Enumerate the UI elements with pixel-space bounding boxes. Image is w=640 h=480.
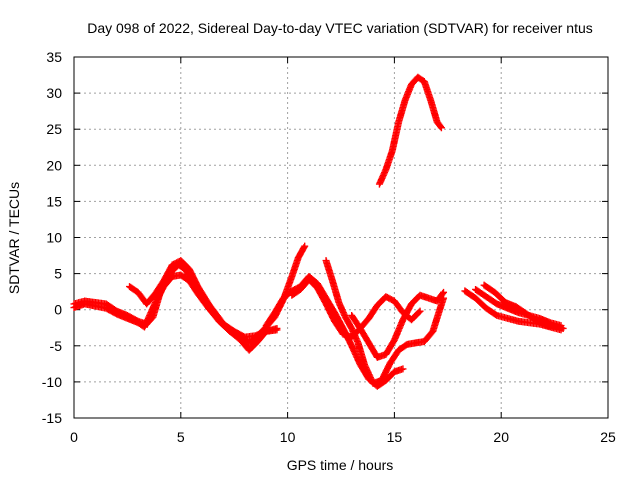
data-series-8 bbox=[375, 73, 445, 188]
y-tick-labels: -15 -10 -5 0 5 10 15 20 25 30 35 bbox=[42, 49, 62, 426]
grid-lines bbox=[74, 57, 608, 418]
data-point bbox=[437, 124, 445, 132]
data-point bbox=[300, 243, 308, 251]
data-series-11 bbox=[480, 281, 567, 332]
data-point bbox=[415, 308, 423, 316]
data-point bbox=[416, 307, 424, 315]
y-tick-label: 15 bbox=[46, 193, 62, 209]
x-axis-title: GPS time / hours bbox=[287, 457, 394, 473]
x-tick-label: 15 bbox=[387, 429, 403, 445]
data-point bbox=[273, 324, 281, 332]
data-point bbox=[440, 288, 448, 296]
series-layer bbox=[70, 73, 567, 390]
data-series-3 bbox=[126, 242, 309, 347]
data-series-7 bbox=[348, 288, 448, 361]
y-tick-label: -5 bbox=[50, 338, 63, 354]
y-tick-label: 0 bbox=[54, 302, 62, 318]
data-point bbox=[399, 365, 407, 373]
y-tick-label: 25 bbox=[46, 121, 62, 137]
x-tick-label: 5 bbox=[177, 429, 185, 445]
y-tick-label: 35 bbox=[46, 49, 62, 65]
y-tick-label: -15 bbox=[42, 410, 62, 426]
y-axis-title: SDTVAR / TECUs bbox=[6, 182, 22, 294]
data-series-6 bbox=[322, 257, 448, 387]
y-tick-label: 30 bbox=[46, 85, 62, 101]
chart-title: Day 098 of 2022, Sidereal Day-to-day VTE… bbox=[87, 20, 593, 36]
data-point bbox=[559, 324, 567, 332]
x-tick-label: 10 bbox=[280, 429, 296, 445]
y-tick-label: 10 bbox=[46, 230, 62, 246]
data-series-5 bbox=[288, 275, 424, 341]
data-point bbox=[439, 290, 447, 298]
x-tick-labels: 0 5 10 15 20 25 bbox=[70, 429, 616, 445]
x-tick-label: 25 bbox=[600, 429, 616, 445]
data-point bbox=[437, 123, 445, 131]
data-point bbox=[301, 242, 309, 250]
x-tick-label: 20 bbox=[493, 429, 509, 445]
y-tick-label: -10 bbox=[42, 374, 62, 390]
y-tick-label: 5 bbox=[54, 266, 62, 282]
x-tick-label: 0 bbox=[70, 429, 78, 445]
axis-ticks bbox=[73, 56, 609, 419]
y-tick-label: 20 bbox=[46, 157, 62, 173]
